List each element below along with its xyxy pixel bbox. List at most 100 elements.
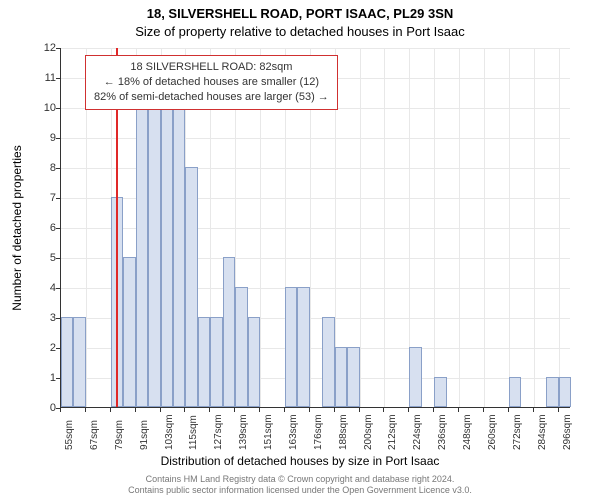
x-tick-mark <box>433 408 434 412</box>
histogram-bar <box>285 287 297 407</box>
histogram-bar <box>546 377 558 407</box>
x-tick-mark <box>558 408 559 412</box>
gridline-v <box>360 48 361 407</box>
gridline-v <box>509 48 510 407</box>
x-tick-label: 91sqm <box>139 420 150 450</box>
y-tick-label: 3 <box>38 312 56 324</box>
y-tick-mark <box>56 378 60 379</box>
x-tick-label: 236sqm <box>437 414 448 450</box>
histogram-bar <box>185 167 197 407</box>
x-tick-label: 103sqm <box>164 414 175 450</box>
y-tick-mark <box>56 48 60 49</box>
x-tick-mark <box>259 408 260 412</box>
attribution-footer: Contains HM Land Registry data © Crown c… <box>0 474 600 497</box>
y-tick-mark <box>56 318 60 319</box>
x-axis-label: Distribution of detached houses by size … <box>0 454 600 468</box>
gridline-v <box>559 48 560 407</box>
y-tick-mark <box>56 288 60 289</box>
x-tick-label: 272sqm <box>512 414 523 450</box>
x-tick-mark <box>383 408 384 412</box>
x-tick-label: 115sqm <box>188 415 199 450</box>
y-tick-mark <box>56 348 60 349</box>
y-axis-label: Number of detached properties <box>10 145 24 310</box>
y-tick-label: 0 <box>38 402 56 414</box>
histogram-bar <box>297 287 309 407</box>
x-tick-label: 284sqm <box>537 414 548 450</box>
chart-subtitle: Size of property relative to detached ho… <box>0 24 600 39</box>
histogram-bar <box>123 257 135 407</box>
x-tick-label: 212sqm <box>387 414 398 450</box>
gridline-h <box>61 48 570 49</box>
x-tick-label: 67sqm <box>89 420 100 450</box>
y-tick-label: 11 <box>38 72 56 84</box>
x-tick-mark <box>508 408 509 412</box>
x-tick-label: 224sqm <box>412 414 423 450</box>
y-tick-label: 2 <box>38 342 56 354</box>
chart-container: 18, SILVERSHELL ROAD, PORT ISAAC, PL29 3… <box>0 0 600 500</box>
histogram-bar <box>322 317 334 407</box>
x-tick-mark <box>408 408 409 412</box>
y-tick-label: 5 <box>38 252 56 264</box>
histogram-bar <box>61 317 73 407</box>
y-tick-label: 7 <box>38 192 56 204</box>
y-tick-mark <box>56 108 60 109</box>
x-tick-label: 79sqm <box>114 420 125 450</box>
y-tick-mark <box>56 258 60 259</box>
x-tick-mark <box>209 408 210 412</box>
y-tick-mark <box>56 78 60 79</box>
x-tick-label: 248sqm <box>462 414 473 450</box>
histogram-bar <box>559 377 571 407</box>
y-tick-label: 4 <box>38 282 56 294</box>
x-tick-mark <box>533 408 534 412</box>
x-tick-label: 188sqm <box>338 414 349 450</box>
x-tick-mark <box>110 408 111 412</box>
footer-line-2: Contains public sector information licen… <box>0 485 600 496</box>
x-tick-label: 176sqm <box>313 414 324 450</box>
x-tick-label: 163sqm <box>288 414 299 450</box>
x-tick-label: 139sqm <box>238 414 249 450</box>
gridline-v <box>384 48 385 407</box>
x-tick-mark <box>60 408 61 412</box>
info-line-2: ← 18% of detached houses are smaller (12… <box>94 75 329 90</box>
y-tick-mark <box>56 198 60 199</box>
y-tick-label: 1 <box>38 372 56 384</box>
histogram-bar <box>73 317 85 407</box>
x-tick-mark <box>334 408 335 412</box>
x-tick-label: 127sqm <box>213 414 224 450</box>
x-tick-mark <box>160 408 161 412</box>
x-tick-label: 200sqm <box>363 414 374 450</box>
y-tick-mark <box>56 228 60 229</box>
y-tick-label: 12 <box>38 42 56 54</box>
histogram-bar <box>210 317 222 407</box>
x-tick-mark <box>135 408 136 412</box>
x-tick-mark <box>458 408 459 412</box>
histogram-bar <box>148 107 160 407</box>
histogram-bar <box>347 347 359 407</box>
info-annotation-box: 18 SILVERSHELL ROAD: 82sqm ← 18% of deta… <box>85 55 338 110</box>
x-tick-mark <box>359 408 360 412</box>
x-tick-mark <box>309 408 310 412</box>
y-tick-mark <box>56 168 60 169</box>
x-tick-label: 296sqm <box>562 414 573 450</box>
histogram-bar <box>223 257 235 407</box>
x-tick-label: 55sqm <box>64 420 75 450</box>
chart-title-address: 18, SILVERSHELL ROAD, PORT ISAAC, PL29 3… <box>0 6 600 21</box>
gridline-v <box>534 48 535 407</box>
x-tick-mark <box>85 408 86 412</box>
histogram-bar <box>173 107 185 407</box>
y-tick-label: 9 <box>38 132 56 144</box>
histogram-bar <box>335 347 347 407</box>
x-tick-mark <box>284 408 285 412</box>
gridline-v <box>459 48 460 407</box>
info-line-3: 82% of semi-detached houses are larger (… <box>94 90 329 105</box>
y-tick-label: 8 <box>38 162 56 174</box>
x-tick-mark <box>234 408 235 412</box>
y-tick-label: 10 <box>38 102 56 114</box>
histogram-bar <box>136 107 148 407</box>
histogram-bar <box>509 377 521 407</box>
x-tick-mark <box>483 408 484 412</box>
histogram-bar <box>161 107 173 407</box>
histogram-bar <box>198 317 210 407</box>
footer-line-1: Contains HM Land Registry data © Crown c… <box>0 474 600 485</box>
info-line-1: 18 SILVERSHELL ROAD: 82sqm <box>94 60 329 75</box>
